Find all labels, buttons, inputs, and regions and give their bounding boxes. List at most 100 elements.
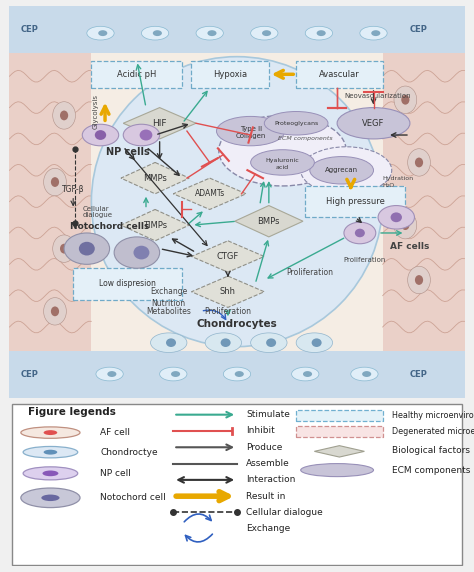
Text: Interaction: Interaction xyxy=(246,475,295,484)
Ellipse shape xyxy=(171,371,180,377)
Text: Proliferation: Proliferation xyxy=(204,307,251,316)
Ellipse shape xyxy=(415,275,423,285)
Ellipse shape xyxy=(251,333,287,352)
Ellipse shape xyxy=(355,229,365,237)
Polygon shape xyxy=(191,241,264,272)
Ellipse shape xyxy=(344,222,376,244)
Text: Inhibit: Inhibit xyxy=(246,427,275,435)
Text: TIMPs: TIMPs xyxy=(143,221,167,229)
FancyBboxPatch shape xyxy=(9,6,465,398)
Text: Nutrition: Nutrition xyxy=(152,299,186,308)
Polygon shape xyxy=(235,205,303,237)
Text: Healthy microenvironment: Healthy microenvironment xyxy=(392,411,474,420)
Text: Collagen: Collagen xyxy=(236,133,266,139)
Polygon shape xyxy=(191,276,264,307)
Ellipse shape xyxy=(351,367,378,381)
Ellipse shape xyxy=(134,246,149,260)
Text: Metabolites: Metabolites xyxy=(146,307,191,316)
Ellipse shape xyxy=(82,124,118,146)
Text: Acidic pH: Acidic pH xyxy=(117,70,156,79)
FancyBboxPatch shape xyxy=(383,37,465,366)
Ellipse shape xyxy=(266,339,276,347)
Ellipse shape xyxy=(196,26,223,40)
Text: NP cells: NP cells xyxy=(106,146,150,157)
Ellipse shape xyxy=(360,26,387,40)
Text: ECM components: ECM components xyxy=(278,137,333,141)
Ellipse shape xyxy=(53,235,75,263)
Ellipse shape xyxy=(140,129,152,141)
Ellipse shape xyxy=(311,339,322,347)
Ellipse shape xyxy=(408,149,430,176)
Ellipse shape xyxy=(251,150,314,175)
Ellipse shape xyxy=(251,26,278,40)
Ellipse shape xyxy=(153,30,162,36)
Text: Exchange: Exchange xyxy=(246,525,291,533)
Ellipse shape xyxy=(337,108,410,139)
Ellipse shape xyxy=(317,30,326,36)
Text: Degenerated microenvironment: Degenerated microenvironment xyxy=(392,427,474,436)
Ellipse shape xyxy=(310,157,374,184)
Text: CEP: CEP xyxy=(21,370,39,379)
Text: Notochord cell: Notochord cell xyxy=(100,493,166,502)
Text: Low dispresion: Low dispresion xyxy=(100,279,156,288)
Ellipse shape xyxy=(166,339,176,347)
Text: Hyaluronic: Hyaluronic xyxy=(265,158,300,163)
Ellipse shape xyxy=(208,30,217,36)
FancyBboxPatch shape xyxy=(191,61,269,88)
Text: NP cell: NP cell xyxy=(100,469,131,478)
Text: Cellular dialogue: Cellular dialogue xyxy=(246,508,323,517)
FancyBboxPatch shape xyxy=(9,6,465,53)
Text: MMPs: MMPs xyxy=(143,174,167,182)
Text: ADAMTs: ADAMTs xyxy=(194,189,225,198)
Text: acid: acid xyxy=(276,165,289,170)
Ellipse shape xyxy=(223,367,251,381)
Text: Result in: Result in xyxy=(246,492,285,500)
Ellipse shape xyxy=(394,212,417,239)
Ellipse shape xyxy=(371,30,380,36)
Ellipse shape xyxy=(217,117,285,146)
Ellipse shape xyxy=(44,430,57,435)
Text: Assemble: Assemble xyxy=(246,459,290,468)
Text: HIF: HIF xyxy=(153,119,167,128)
Text: TGF-β: TGF-β xyxy=(62,185,84,194)
Ellipse shape xyxy=(98,30,107,36)
Text: CEP: CEP xyxy=(410,25,428,34)
Ellipse shape xyxy=(401,220,410,230)
Ellipse shape xyxy=(95,130,106,140)
FancyBboxPatch shape xyxy=(9,37,91,366)
Ellipse shape xyxy=(262,30,271,36)
Polygon shape xyxy=(121,162,189,194)
Ellipse shape xyxy=(53,102,75,129)
Ellipse shape xyxy=(123,124,160,146)
Ellipse shape xyxy=(205,333,242,352)
Ellipse shape xyxy=(43,471,58,476)
Ellipse shape xyxy=(107,371,117,377)
FancyBboxPatch shape xyxy=(296,426,383,438)
Text: Proliferation: Proliferation xyxy=(343,257,385,263)
FancyBboxPatch shape xyxy=(305,186,405,217)
FancyBboxPatch shape xyxy=(91,61,182,88)
Text: H₂O: H₂O xyxy=(383,184,395,188)
Ellipse shape xyxy=(60,110,68,120)
Ellipse shape xyxy=(114,237,160,268)
Text: Shh: Shh xyxy=(220,287,236,296)
Ellipse shape xyxy=(394,86,417,113)
Text: Avascular: Avascular xyxy=(319,70,360,79)
Text: Neovascularization: Neovascularization xyxy=(345,93,411,99)
Ellipse shape xyxy=(296,333,333,352)
Ellipse shape xyxy=(21,488,80,507)
Text: Glycolysis: Glycolysis xyxy=(93,94,99,129)
Ellipse shape xyxy=(305,26,333,40)
Ellipse shape xyxy=(292,367,319,381)
Ellipse shape xyxy=(21,427,80,438)
Text: Aggrecan: Aggrecan xyxy=(325,167,358,173)
Ellipse shape xyxy=(44,450,57,455)
Text: ECM components: ECM components xyxy=(392,466,470,475)
Text: CEP: CEP xyxy=(410,370,428,379)
Text: VEGF: VEGF xyxy=(362,119,385,128)
FancyBboxPatch shape xyxy=(296,61,383,88)
Text: Figure legends: Figure legends xyxy=(27,407,116,416)
Text: Proteoglycans: Proteoglycans xyxy=(274,121,318,126)
Ellipse shape xyxy=(23,467,78,480)
Ellipse shape xyxy=(301,147,392,194)
